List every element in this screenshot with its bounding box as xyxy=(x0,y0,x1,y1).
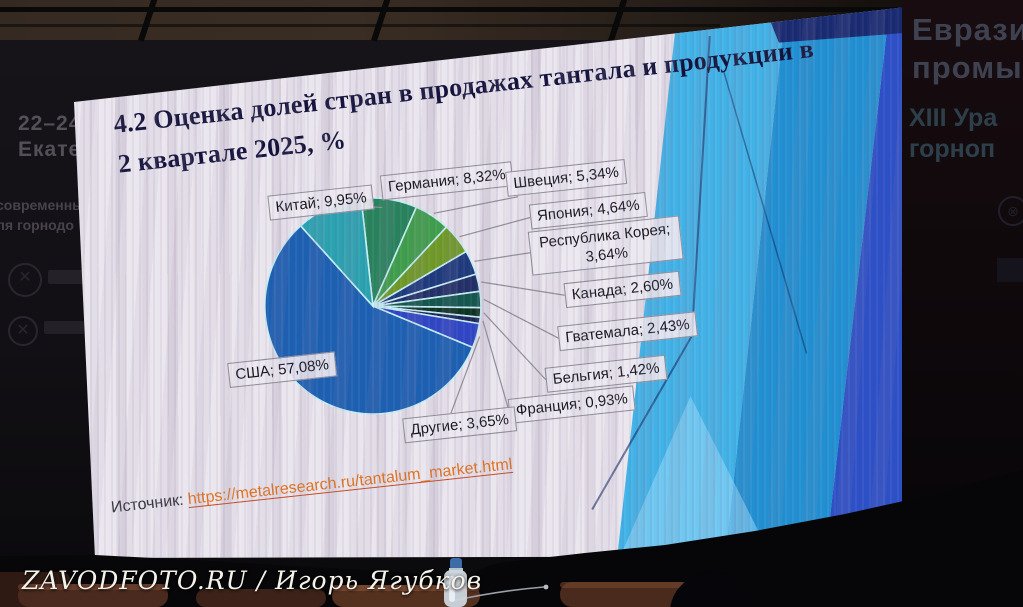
leader-line xyxy=(450,336,481,414)
right-banner-crest-icon: ⊗ xyxy=(998,196,1023,226)
left-banner-dates: 22–24 xyxy=(18,112,82,135)
railing-bar-2 xyxy=(0,24,720,27)
decor-band-navy xyxy=(756,7,922,43)
left-banner-text-2: ля горнодо xyxy=(0,217,74,233)
right-banner-title-1: Еврази xyxy=(912,12,1023,47)
pie-chart xyxy=(264,197,482,415)
left-banner-caption xyxy=(48,270,86,284)
decor-band-light-blue xyxy=(616,7,789,558)
left-banner: 22–24 Екате современны ля горнодо xyxy=(0,0,110,560)
leader-line xyxy=(483,298,559,339)
right-banner-title-2: промы xyxy=(912,50,1023,85)
left-banner-caption xyxy=(44,321,84,334)
left-banner-crest-icon xyxy=(8,263,42,297)
decor-band-mid-blue xyxy=(725,7,894,554)
left-banner-round-icon xyxy=(8,316,38,346)
leader-line xyxy=(474,252,531,262)
right-banner-logo-block xyxy=(997,258,1023,282)
head-silhouette xyxy=(670,572,758,607)
leader-line xyxy=(482,320,510,412)
decor-band-royal-blue xyxy=(827,7,922,543)
railing-bar xyxy=(0,7,1023,12)
chair-back xyxy=(560,582,692,607)
leader-line xyxy=(483,312,547,381)
leader-line xyxy=(481,281,565,296)
presentation-slide: 4.2 Оценка долей стран в продажах тантал… xyxy=(74,7,922,558)
photo-watermark: ZAVODFOTO.RU / Игорь Ягубков xyxy=(22,566,483,595)
right-banner: Еврази промы XIII Ура горноп ⊗ xyxy=(902,0,1023,607)
chair-highlight xyxy=(560,582,692,588)
leader-line xyxy=(433,196,519,214)
left-banner-text-1: современны xyxy=(0,197,85,213)
right-banner-subtitle-2: горноп xyxy=(909,135,996,163)
left-banner-city: Екате xyxy=(18,138,82,161)
decor-thin-line-2 xyxy=(722,70,808,354)
leader-line xyxy=(459,216,531,238)
right-banner-subtitle-1: XIII Ура xyxy=(909,104,998,132)
microphone-tip xyxy=(543,584,549,590)
leader-lines xyxy=(327,194,565,414)
